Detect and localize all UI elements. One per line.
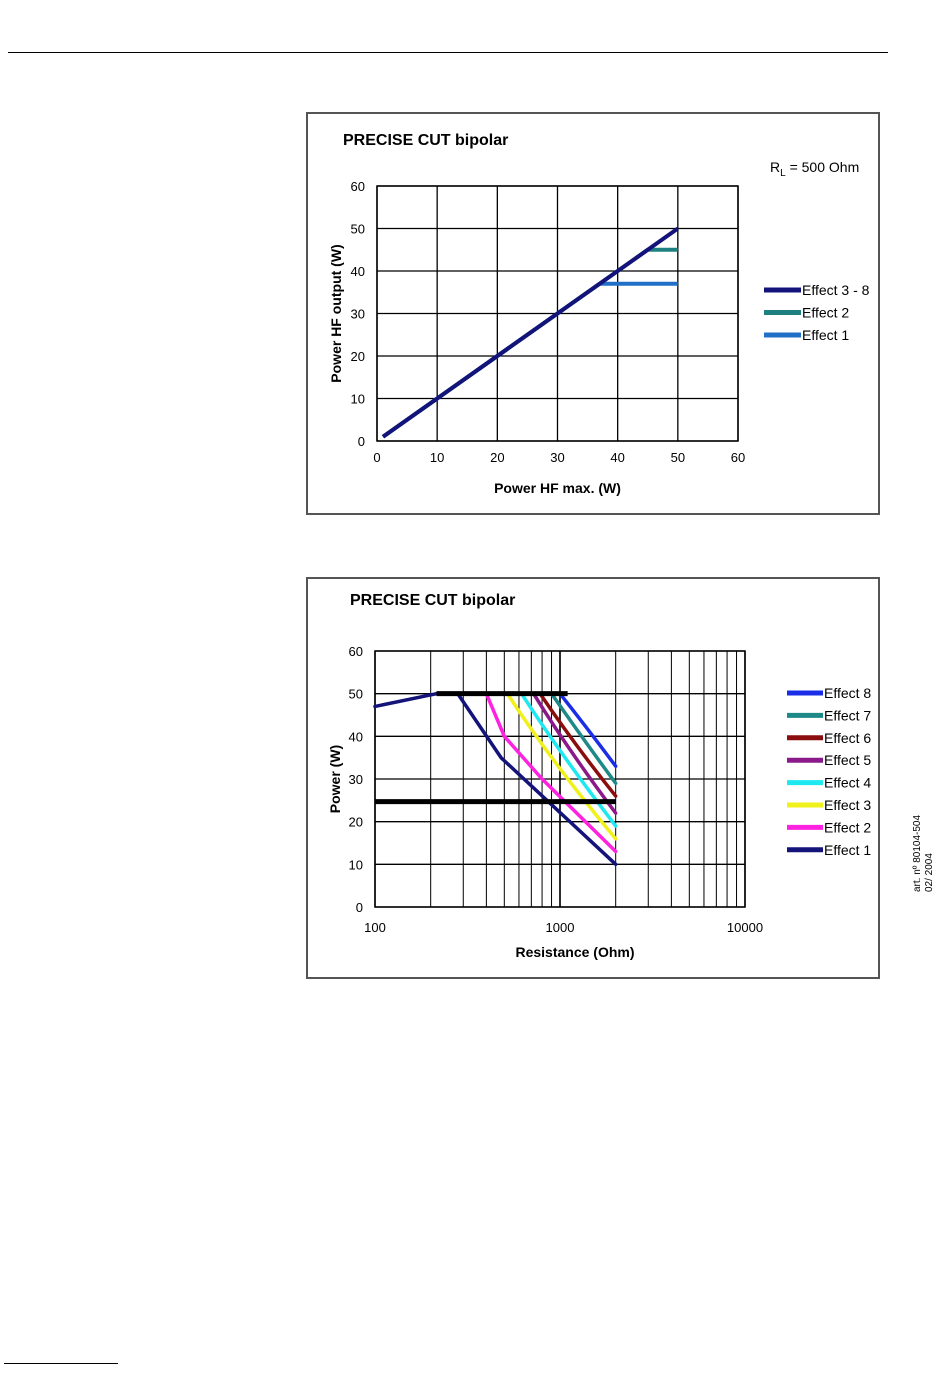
- chart1-series-line: [381, 247, 678, 439]
- chart1-legend-label: Effect 3 - 8: [802, 282, 870, 298]
- chart1-x-tick-label: 50: [671, 450, 685, 465]
- chart2-x-axis-label: Resistance (Ohm): [515, 944, 634, 960]
- chart2-series-line: [538, 691, 618, 798]
- chart2-y-tick-label: 30: [349, 772, 363, 787]
- chart2-plot-border: [374, 650, 746, 908]
- chart1-y-tick-label: 20: [351, 349, 365, 364]
- chart2-legend-label: Effect 6: [824, 730, 871, 746]
- chart2-legend-label: Effect 7: [824, 707, 871, 723]
- chart2-x-tick-label: 1000: [546, 920, 575, 935]
- chart2-y-axis-label: Power (W): [327, 745, 343, 813]
- chart-power-output: PRECISE CUT bipolar RL = 500 Ohm 0 10 20 30 40…: [306, 112, 880, 515]
- chart2-legend-label: Effect 3: [824, 797, 871, 813]
- chart2-legend-label: Effect 8: [824, 685, 871, 701]
- chart1-x-tick-label: 30: [550, 450, 564, 465]
- chart2-series-line: [531, 691, 618, 815]
- chart2-y-tick-label: 0: [356, 900, 363, 915]
- chart2-y-tick-label: 40: [349, 729, 363, 744]
- chart1-y-tick-label: 10: [351, 392, 365, 407]
- side-note-article: art. nº 80104-504: [912, 815, 923, 892]
- chart2-series-line: [505, 691, 618, 841]
- chart1-x-tick-label: 40: [610, 450, 624, 465]
- chart1-x-tick-label: 10: [430, 450, 444, 465]
- side-note: art. nº 80104-504 02/ 2004: [912, 792, 942, 892]
- chart1-y-tick-label: 50: [351, 222, 365, 237]
- chart2-y-tick-label: 10: [349, 857, 363, 872]
- bottom-rule: [4, 1363, 118, 1364]
- chart1-y-axis-label: Power HF output (W): [328, 244, 344, 382]
- chart2-legend-label: Effect 4: [824, 775, 871, 791]
- chart2-y-tick-label: 50: [349, 687, 363, 702]
- chart1-plot-border: [376, 185, 739, 442]
- chart1-y-tick-label: 0: [358, 434, 365, 449]
- chart1-legend-label: Effect 1: [802, 327, 849, 343]
- chart2-legend-label: Effect 5: [824, 752, 871, 768]
- top-rule: [8, 52, 888, 53]
- chart1-title: PRECISE CUT bipolar: [343, 132, 508, 149]
- chart1-x-axis-label: Power HF max. (W): [494, 480, 621, 496]
- chart-power-resistance-plot: PRECISE CUT bipolar 100 1000 10000 0 10 20 30 40…: [327, 592, 871, 960]
- chart1-y-tick-label: 40: [351, 264, 365, 279]
- chart1-series-line: [381, 281, 678, 439]
- chart1-y-tick-label: 60: [351, 179, 365, 194]
- chart-power-resistance: PRECISE CUT bipolar 100 1000 10000 0 10 20 30 40…: [306, 577, 880, 979]
- chart2-series-line: [519, 691, 618, 828]
- side-note-date: 02/ 2004: [924, 853, 935, 892]
- chart2-title: PRECISE CUT bipolar: [350, 592, 515, 609]
- chart1-legend-label: Effect 2: [802, 305, 849, 321]
- chart2-y-tick-label: 60: [349, 644, 363, 659]
- chart2-legend-label: Effect 1: [824, 842, 871, 858]
- chart1-series-line: [381, 226, 679, 439]
- chart2-series-line: [549, 691, 618, 786]
- chart1-x-tick-label: 0: [373, 450, 380, 465]
- chart2-x-tick-label: 100: [364, 920, 386, 935]
- chart1-y-tick-label: 30: [351, 307, 365, 322]
- chart2-series-line: [484, 691, 618, 854]
- chart-power-output-plot: PRECISE CUT bipolar RL = 500 Ohm 0 10 20 30 40…: [328, 132, 870, 496]
- chart1-x-tick-label: 20: [490, 450, 504, 465]
- chart1-annotation: RL = 500 Ohm: [770, 159, 859, 179]
- chart2-y-tick-label: 20: [349, 815, 363, 830]
- chart2-x-tick-label: 10000: [727, 920, 763, 935]
- chart2-series-line: [558, 691, 618, 768]
- chart2-legend-label: Effect 2: [824, 819, 871, 835]
- chart1-x-tick-label: 60: [731, 450, 745, 465]
